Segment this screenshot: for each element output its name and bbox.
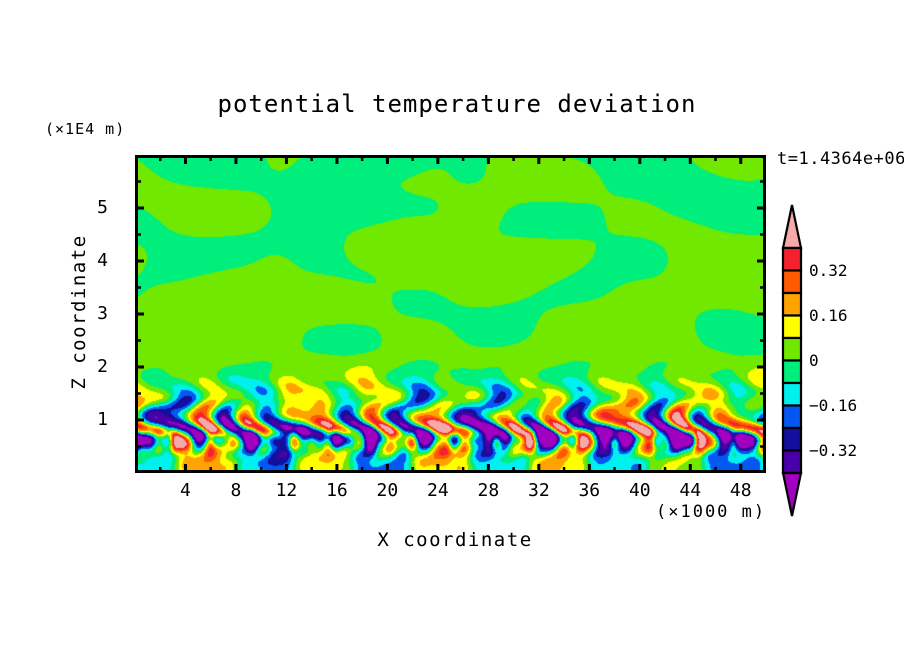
x-tick-label: 40 [628,480,651,501]
colorbar-segment [781,314,803,340]
plot-title: potential temperature deviation [217,90,697,118]
z-tick-label: 5 [97,197,108,218]
x-tick-label: 28 [477,480,500,501]
x-axis-title: X coordinate [377,529,533,551]
time-annotation: t=1.4364e+06 [777,149,904,169]
z-axis-unit-label: (×1E4 m) [45,120,126,138]
colorbar-tick-label: 0 [809,350,819,370]
x-tick-label: 20 [376,480,399,501]
colorbar-tick-label: 0.32 [809,260,848,280]
x-tick-label: 12 [275,480,298,501]
colorbar-segment [781,449,803,475]
colorbar-segment [781,291,803,317]
colorbar-tick-label: −0.32 [809,440,858,460]
x-tick-label: 32 [527,480,550,501]
axis-ticks [135,155,766,473]
z-tick-label: 3 [97,303,108,324]
colorbar-segment [781,336,803,362]
colorbar-tick-label: 0.16 [809,305,848,325]
z-tick-label: 1 [97,409,108,430]
x-tick-label: 8 [230,480,242,501]
colorbar-segment [781,426,803,452]
x-tick-label: 44 [679,480,702,501]
colorbar-segment [781,381,803,407]
z-tick-label: 4 [97,250,108,271]
colorbar [781,204,803,517]
contour-field-canvas [135,155,766,473]
z-tick-label: 2 [97,356,108,377]
x-tick-label: 24 [427,480,449,501]
colorbar-upper-arrow [781,204,803,250]
x-tick-label: 48 [729,480,752,501]
plot-area [135,155,766,473]
plot-frame-and-ticks [135,155,766,473]
x-tick-label: 36 [578,480,601,501]
colorbar-segment [781,359,803,385]
colorbar-segment [781,246,803,272]
x-tick-label: 4 [180,480,191,501]
colorbar-lower-arrow [781,471,803,517]
colorbar-segment [781,269,803,295]
colorbar-segment [781,404,803,430]
colorbar-tick-label: −0.16 [809,395,858,415]
plot-border [135,155,766,473]
x-tick-label: 16 [326,480,348,501]
x-axis-unit-label: (×1000 m) [656,502,767,522]
